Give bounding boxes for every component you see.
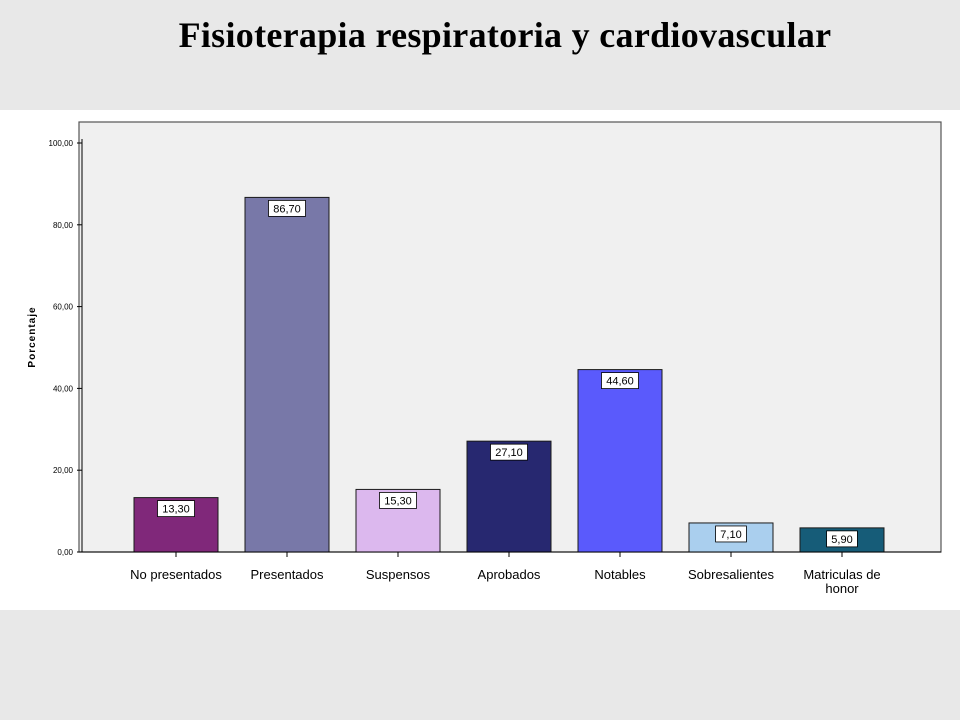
x-tick-label: Sobresalientes	[688, 567, 774, 582]
bars: 13,30 86,70 15,30 27,10 44,60 7,10 5,90	[133, 196, 885, 553]
y-tick-label: 40,00	[53, 384, 74, 393]
data-label-box	[715, 525, 747, 543]
x-tick-label: No presentados	[130, 567, 222, 582]
y-tick-label: 80,00	[53, 221, 74, 230]
data-label-box	[157, 500, 195, 518]
bar	[577, 369, 663, 553]
data-label-box	[490, 443, 528, 461]
data-label: 13,30	[162, 504, 190, 516]
data-label-box	[268, 199, 306, 217]
bar-chart: Porcentaje 0,00 20,00 40,00 60,00 80,00 100,0…	[27, 121, 942, 596]
bar	[244, 196, 330, 553]
data-label-box	[601, 372, 639, 389]
x-tick-label: honor	[825, 581, 859, 596]
data-label: 44,60	[606, 376, 634, 388]
x-tick-label: Matriculas de	[803, 567, 880, 582]
data-label: 15,30	[384, 495, 412, 507]
data-label: 7,10	[720, 529, 741, 541]
chart-panel: Porcentaje 0,00 20,00 40,00 60,00 80,00 100,0…	[0, 110, 960, 610]
x-axis: No presentados Presentados Suspensos Aproba…	[82, 551, 941, 596]
slide-title: Fisioterapia respiratoria y cardiovascul…	[178, 15, 832, 55]
y-axis-label: Porcentaje	[27, 306, 38, 367]
data-label: 86,70	[273, 203, 301, 215]
data-label-box	[826, 530, 858, 548]
data-label: 27,10	[495, 447, 523, 459]
y-tick-label: 0,00	[57, 548, 73, 557]
x-tick-label: Presentados	[251, 567, 324, 582]
y-tick-label: 60,00	[53, 303, 74, 312]
x-tick-label: Suspensos	[366, 567, 431, 582]
data-label-box	[379, 492, 417, 509]
y-tick-label: 100,00	[49, 139, 74, 148]
y-tick-label: 20,00	[53, 466, 74, 475]
data-label: 5,90	[831, 534, 852, 546]
x-tick-label: Aprobados	[478, 567, 541, 582]
x-tick-label: Notables	[594, 567, 646, 582]
y-axis: 0,00 20,00 40,00 60,00 80,00 100,00	[49, 139, 83, 557]
